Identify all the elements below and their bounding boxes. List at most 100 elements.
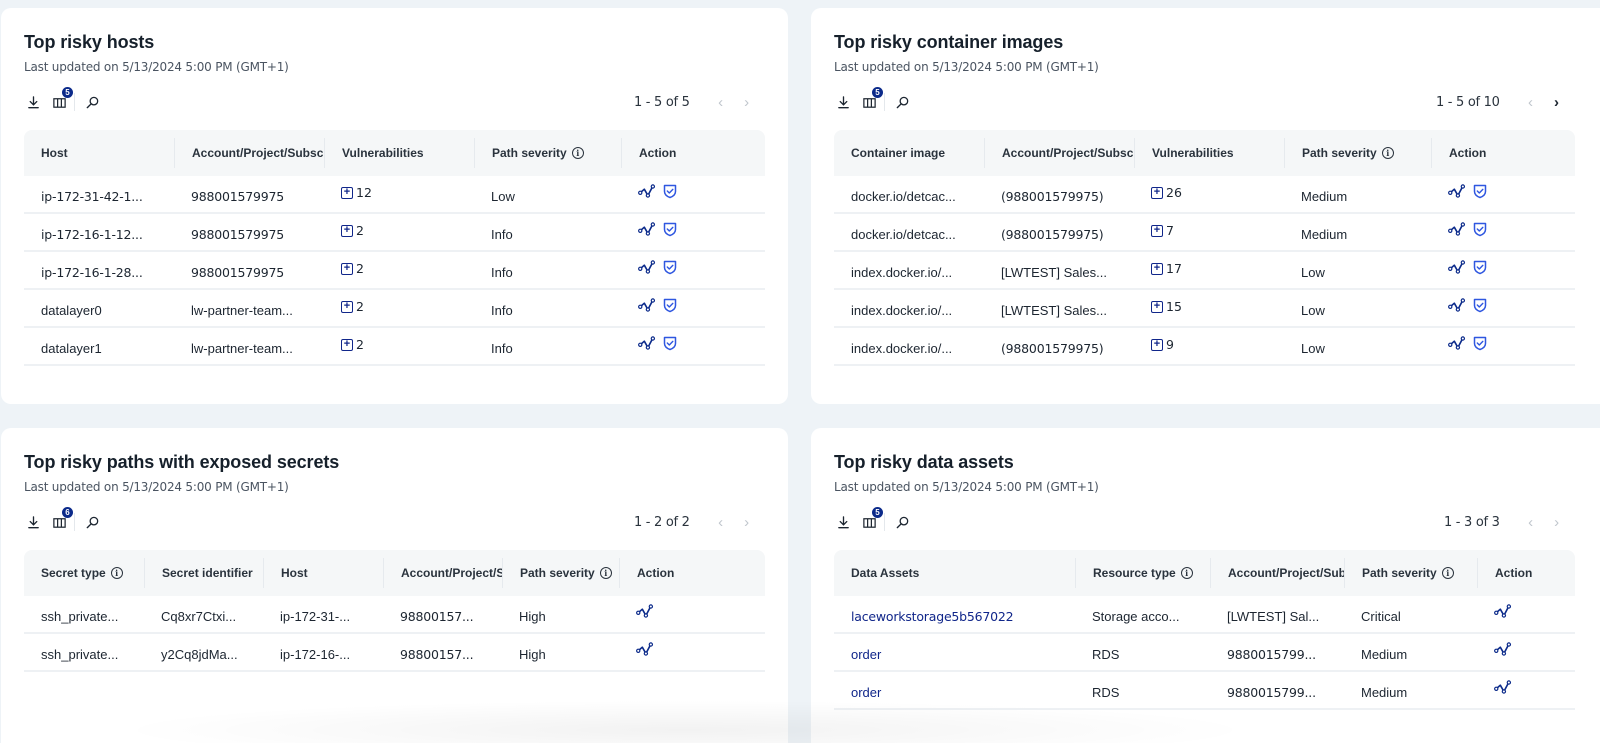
attack-path-icon[interactable] bbox=[1448, 221, 1466, 237]
column-header-path-severity[interactable]: Path severity i bbox=[474, 138, 621, 168]
chevron-right-icon[interactable]: › bbox=[744, 93, 750, 111]
search-icon[interactable] bbox=[893, 93, 911, 111]
column-header-account[interactable]: Account/Project/S bbox=[383, 558, 502, 588]
shield-check-icon[interactable] bbox=[1471, 221, 1489, 237]
column-header-vulnerabilities[interactable]: Vulnerabilities bbox=[1134, 138, 1284, 168]
shield-check-icon[interactable] bbox=[1471, 297, 1489, 313]
column-header-path-severity[interactable]: Path severity i bbox=[502, 558, 619, 588]
table-row[interactable]: index.docker.io/... [LWTEST] Sales... +1… bbox=[834, 252, 1575, 290]
table-header: Host Account/Project/Subsc Vulnerabiliti… bbox=[24, 130, 765, 176]
column-header-resource-type[interactable]: Resource type i bbox=[1075, 558, 1210, 588]
column-header-container-image[interactable]: Container image bbox=[851, 146, 946, 160]
chevron-right-icon[interactable]: › bbox=[1554, 93, 1560, 111]
column-header-path-severity[interactable]: Path severity i bbox=[1344, 558, 1477, 588]
shield-check-icon[interactable] bbox=[1471, 183, 1489, 199]
chevron-left-icon[interactable]: ‹ bbox=[1528, 513, 1534, 531]
chevron-left-icon[interactable]: ‹ bbox=[1528, 93, 1534, 111]
attack-path-icon[interactable] bbox=[1494, 679, 1512, 695]
attack-path-icon[interactable] bbox=[636, 641, 654, 657]
shield-check-icon[interactable] bbox=[661, 297, 679, 313]
shield-check-icon[interactable] bbox=[661, 259, 679, 275]
pagination: 1 - 5 of 5 ‹ › bbox=[634, 92, 754, 112]
table-row[interactable]: index.docker.io/... [LWTEST] Sales... +1… bbox=[834, 290, 1575, 328]
download-icon[interactable] bbox=[24, 93, 42, 111]
info-icon[interactable]: i bbox=[599, 567, 612, 579]
column-header-secret-type[interactable]: Secret type i bbox=[24, 558, 144, 588]
column-header-account[interactable]: Account/Project/Subsc bbox=[174, 138, 324, 168]
table-row[interactable]: ip-172-31-42-1... 988001579975 +12 Low bbox=[24, 176, 765, 214]
info-icon[interactable]: i bbox=[1180, 567, 1193, 579]
table-row[interactable]: docker.io/detcac... (988001579975) +7 Me… bbox=[834, 214, 1575, 252]
columns-icon[interactable]: 5 bbox=[860, 87, 883, 111]
attack-path-icon[interactable] bbox=[638, 297, 656, 313]
attack-path-icon[interactable] bbox=[1448, 297, 1466, 313]
severity-cell: High bbox=[519, 646, 546, 662]
column-header-account[interactable]: Account/Project/Sub bbox=[1210, 558, 1344, 588]
table-row[interactable]: ssh_private... Cq8xr7Ctxi... ip-172-31-.… bbox=[24, 596, 765, 634]
download-icon[interactable] bbox=[834, 93, 852, 111]
table-row[interactable]: ip-172-16-1-12... 988001579975 +2 Info bbox=[24, 214, 765, 252]
table-row[interactable]: ssh_private... y2Cq8jdMa... ip-172-16-..… bbox=[24, 634, 765, 672]
chevron-left-icon[interactable]: ‹ bbox=[718, 513, 724, 531]
search-icon[interactable] bbox=[83, 93, 101, 111]
attack-path-icon[interactable] bbox=[1448, 335, 1466, 351]
info-icon[interactable]: i bbox=[1381, 147, 1394, 159]
plus-square-icon[interactable]: + bbox=[341, 225, 353, 237]
columns-icon[interactable]: 5 bbox=[50, 87, 73, 111]
column-header-vulnerabilities[interactable]: Vulnerabilities bbox=[324, 138, 474, 168]
plus-square-icon[interactable]: + bbox=[341, 339, 353, 351]
shield-check-icon[interactable] bbox=[1471, 259, 1489, 275]
attack-path-icon[interactable] bbox=[1448, 259, 1466, 275]
download-icon[interactable] bbox=[24, 513, 42, 531]
shield-check-icon[interactable] bbox=[661, 183, 679, 199]
search-icon[interactable] bbox=[893, 513, 911, 531]
data-asset-link[interactable]: order bbox=[851, 684, 882, 700]
table-row[interactable]: datalayer1 lw-partner-team... +2 Info bbox=[24, 328, 765, 366]
attack-path-icon[interactable] bbox=[638, 259, 656, 275]
chevron-left-icon[interactable]: ‹ bbox=[718, 93, 724, 111]
table-row[interactable]: order RDS 9880015799... Medium bbox=[834, 672, 1575, 710]
table-row[interactable]: ip-172-16-1-28... 988001579975 +2 Info bbox=[24, 252, 765, 290]
plus-square-icon[interactable]: + bbox=[1151, 263, 1163, 275]
column-header-secret-identifier[interactable]: Secret identifier bbox=[144, 558, 263, 588]
chevron-right-icon[interactable]: › bbox=[1554, 513, 1560, 531]
search-icon[interactable] bbox=[83, 513, 101, 531]
table-row[interactable]: docker.io/detcac... (988001579975) +26 M… bbox=[834, 176, 1575, 214]
column-header-host[interactable]: Host bbox=[41, 146, 68, 160]
attack-path-icon[interactable] bbox=[1448, 183, 1466, 199]
data-asset-link[interactable]: order bbox=[851, 646, 882, 662]
attack-path-icon[interactable] bbox=[636, 603, 654, 619]
columns-icon[interactable]: 6 bbox=[50, 507, 73, 531]
columns-icon[interactable]: 5 bbox=[860, 507, 883, 531]
shield-check-icon[interactable] bbox=[661, 335, 679, 351]
plus-square-icon[interactable]: + bbox=[1151, 187, 1163, 199]
info-icon[interactable]: i bbox=[1441, 567, 1454, 579]
column-header-path-severity[interactable]: Path severity i bbox=[1284, 138, 1431, 168]
table-row[interactable]: laceworkstorage5b567022 Storage acco... … bbox=[834, 596, 1575, 634]
table-row[interactable]: datalayer0 lw-partner-team... +2 Info bbox=[24, 290, 765, 328]
plus-square-icon[interactable]: + bbox=[341, 301, 353, 313]
shield-check-icon[interactable] bbox=[661, 221, 679, 237]
attack-path-icon[interactable] bbox=[638, 221, 656, 237]
table-row[interactable]: order RDS 9880015799... Medium bbox=[834, 634, 1575, 672]
chevron-right-icon[interactable]: › bbox=[744, 513, 750, 531]
plus-square-icon[interactable]: + bbox=[1151, 225, 1163, 237]
column-header-account[interactable]: Account/Project/Subsc bbox=[984, 138, 1134, 168]
info-icon[interactable]: i bbox=[110, 567, 123, 579]
info-icon[interactable]: i bbox=[571, 147, 584, 159]
shield-check-icon[interactable] bbox=[1471, 335, 1489, 351]
data-asset-link[interactable]: laceworkstorage5b567022 bbox=[851, 608, 1014, 624]
column-header-action: Action bbox=[621, 138, 765, 168]
column-header-host[interactable]: Host bbox=[263, 558, 383, 588]
attack-path-icon[interactable] bbox=[638, 335, 656, 351]
attack-path-icon[interactable] bbox=[1494, 641, 1512, 657]
column-header-data-assets[interactable]: Data Assets bbox=[851, 566, 920, 580]
attack-path-icon[interactable] bbox=[1494, 603, 1512, 619]
plus-square-icon[interactable]: + bbox=[1151, 339, 1163, 351]
download-icon[interactable] bbox=[834, 513, 852, 531]
plus-square-icon[interactable]: + bbox=[341, 187, 353, 199]
attack-path-icon[interactable] bbox=[638, 183, 656, 199]
plus-square-icon[interactable]: + bbox=[341, 263, 353, 275]
plus-square-icon[interactable]: + bbox=[1151, 301, 1163, 313]
table-row[interactable]: index.docker.io/... (988001579975) +9 Lo… bbox=[834, 328, 1575, 366]
